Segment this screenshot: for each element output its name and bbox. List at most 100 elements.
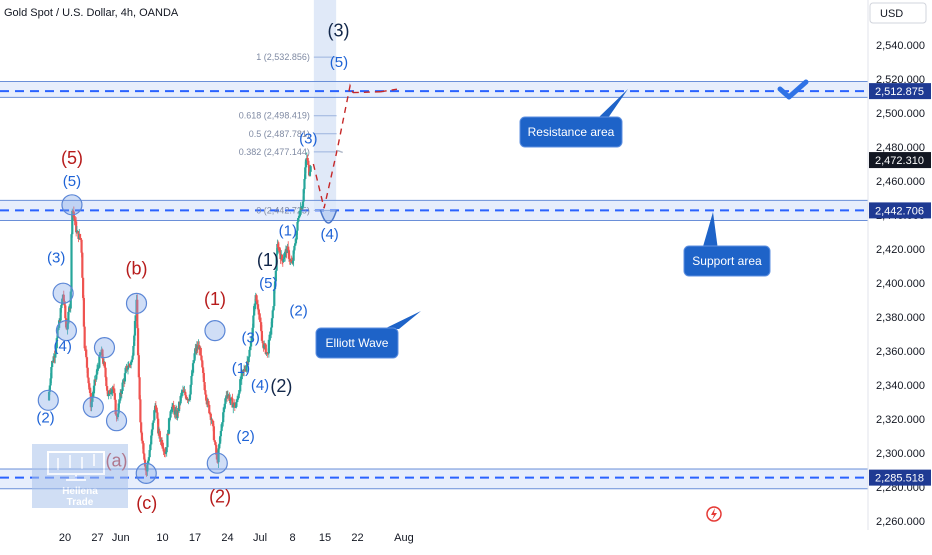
candle-body — [297, 218, 300, 222]
candle-62 — [95, 364, 99, 378]
y-tick-label-12: 2,500.000 — [876, 108, 925, 120]
candle-body — [306, 157, 309, 161]
y-tick-label-14: 2,540.000 — [876, 40, 925, 52]
candle-body — [240, 371, 243, 380]
candle-187 — [192, 360, 195, 364]
candle-122 — [142, 441, 145, 454]
candle-body — [269, 334, 272, 336]
candle-body — [219, 430, 222, 437]
candle-110 — [133, 333, 136, 349]
zones-layer — [0, 0, 868, 490]
candle-body — [120, 390, 123, 394]
candle-311 — [288, 253, 291, 265]
wave-pivot-circle-3 — [37, 389, 59, 411]
candle-body — [151, 422, 154, 430]
wave-pivot-circle-2 — [55, 320, 77, 342]
candle-body — [290, 259, 293, 263]
candle-body — [167, 418, 171, 434]
candle-body — [261, 340, 264, 344]
wave-pivot-circle-5 — [93, 337, 116, 359]
candle-133 — [150, 428, 154, 439]
candle-body — [221, 422, 224, 425]
candle-body — [162, 448, 165, 452]
candle-body — [239, 379, 243, 381]
wave-label-11: (2) — [236, 428, 254, 445]
candle-body — [84, 348, 87, 350]
wave-label-15: (1) — [257, 250, 279, 270]
candle-body — [72, 211, 75, 217]
candle-body — [271, 310, 274, 319]
candle-body — [264, 344, 267, 354]
candle-body — [193, 353, 196, 361]
candle-body — [288, 258, 291, 261]
candle-134 — [151, 422, 154, 432]
candle-body — [59, 308, 62, 321]
x-tick-label-9: 22 — [351, 532, 363, 544]
wave-labels-layer: (5)(5)(3)(4)(2)(b)(a)(c)(1)(2)(1)(2)(3)(… — [36, 21, 349, 514]
candle-body — [214, 441, 217, 446]
candle-body — [273, 281, 277, 290]
candle-body — [86, 367, 89, 378]
candle-body — [60, 304, 63, 309]
candle-body — [150, 429, 154, 436]
candle-159 — [171, 402, 174, 414]
candle-body — [202, 372, 205, 383]
candle-body — [57, 327, 60, 330]
candle-body — [190, 375, 193, 385]
candle-301 — [280, 253, 284, 265]
support-arc — [319, 209, 338, 224]
candle-body — [203, 382, 206, 391]
y-tick-label-11: 2,480.000 — [876, 142, 925, 154]
candle-body — [247, 356, 250, 363]
fib-label-1: 0.618 (2,498.419) — [239, 111, 310, 121]
resistance-callout-text: Resistance area — [528, 125, 615, 139]
candle-body — [215, 454, 219, 459]
x-tick-label-1: 27 — [91, 532, 103, 544]
candle-body — [217, 448, 220, 463]
watermark-line2: Trade — [67, 497, 94, 508]
candle-139 — [155, 405, 158, 413]
candle-body — [263, 344, 266, 349]
elliott-callout[interactable]: Elliott Wave — [315, 311, 421, 359]
candle-174 — [182, 387, 185, 393]
elliott-callout-text: Elliott Wave — [326, 336, 389, 350]
currency-button[interactable]: USD — [869, 2, 927, 24]
candle-226 — [222, 406, 226, 418]
candle-17 — [61, 297, 64, 307]
candle-body — [277, 243, 280, 248]
candle-body — [249, 346, 252, 350]
candle-body — [97, 367, 100, 369]
candle-body — [116, 413, 120, 418]
resistance-callout[interactable]: Resistance area — [519, 89, 628, 148]
candle-body — [181, 391, 184, 393]
candle-body — [201, 367, 205, 373]
candle-body — [137, 355, 140, 378]
candle-body — [114, 399, 117, 415]
candle-127 — [146, 462, 149, 476]
wave-label-9: (2) — [209, 486, 231, 506]
projection-path-2 — [380, 88, 398, 93]
wave-label-20: (4) — [320, 226, 338, 243]
tradingview-flash-icon[interactable] — [706, 506, 722, 522]
wave-pivot-circle-8 — [135, 462, 157, 484]
candle-body — [88, 383, 91, 390]
support-callout[interactable]: Support area — [683, 212, 771, 277]
candle-body — [71, 210, 75, 212]
candle-255 — [245, 364, 248, 373]
candle-10 — [55, 336, 58, 349]
watermark-line1: Hellena — [62, 486, 98, 497]
candle-body — [105, 377, 108, 387]
candle-body — [229, 399, 232, 401]
candle-60 — [94, 378, 97, 386]
candle-296 — [277, 240, 280, 251]
candle-body — [110, 391, 113, 393]
currency-label: USD — [880, 8, 903, 20]
x-tick-label-10: Aug — [394, 532, 414, 544]
candle-body — [233, 402, 236, 408]
wave-pivot-circle-0 — [61, 194, 83, 216]
candle-329 — [302, 187, 305, 208]
candle-body — [129, 364, 132, 366]
candle-45 — [82, 295, 85, 330]
